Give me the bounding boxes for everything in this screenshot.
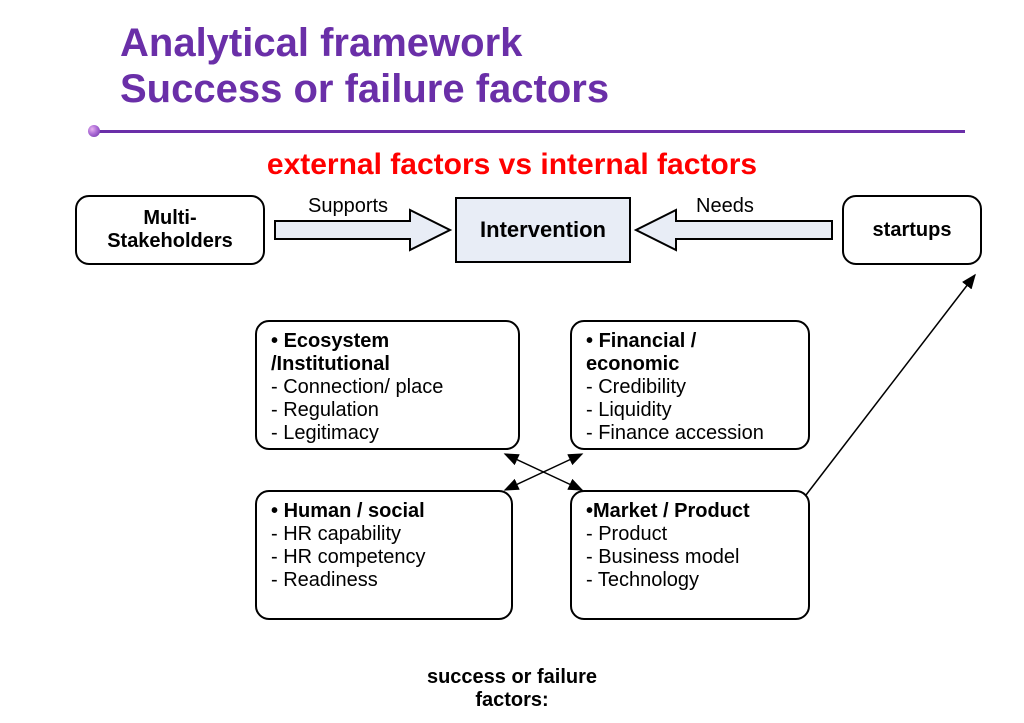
connector-long-arrow [806, 275, 975, 495]
title-underline [95, 130, 965, 133]
factor-ecosystem-item-2: Legitimacy [283, 422, 379, 444]
connector-cross-1 [505, 454, 582, 490]
node-multi-stakeholders-l2: Stakeholders [107, 230, 233, 252]
label-needs: Needs [696, 195, 754, 218]
factor-human: • Human / social - HR capability - HR co… [255, 490, 513, 620]
factor-financial: • Financial / economic - Credibility - L… [570, 320, 810, 450]
bottom-caption: success or failure factors: [0, 666, 1024, 712]
factor-market-title: Market / Product [593, 500, 750, 522]
factor-human-item-0: HR capability [283, 523, 401, 545]
label-supports: Supports [308, 195, 388, 218]
slide-title: Analytical framework Success or failure … [120, 20, 609, 112]
node-multi-stakeholders-l1: Multi- [143, 207, 196, 229]
node-multi-stakeholders: Multi- Stakeholders [75, 195, 265, 265]
factor-financial-title: Financial / economic [586, 330, 696, 375]
factor-ecosystem-title: Ecosystem /Institutional [271, 330, 390, 375]
title-line-1: Analytical framework [120, 20, 609, 66]
factor-financial-item-1: Liquidity [598, 399, 671, 421]
node-startups-label: startups [873, 219, 952, 242]
factor-market-item-1: Business model [598, 546, 739, 568]
factor-human-item-1: HR competency [283, 546, 425, 568]
subtitle: external factors vs internal factors [0, 148, 1024, 182]
title-underline-dot [88, 125, 100, 137]
factor-human-item-2: Readiness [283, 569, 378, 591]
factor-market: •Market / Product - Product - Business m… [570, 490, 810, 620]
node-intervention: Intervention [455, 197, 631, 263]
factor-financial-item-0: Credibility [598, 376, 686, 398]
factor-ecosystem: • Ecosystem /Institutional - Connection/… [255, 320, 520, 450]
bottom-caption-l1: success or failure [427, 666, 597, 688]
title-line-2: Success or failure factors [120, 66, 609, 112]
factor-ecosystem-item-1: Regulation [283, 399, 379, 421]
factor-human-title: Human / social [284, 500, 425, 522]
node-intervention-label: Intervention [480, 217, 606, 243]
factor-market-item-2: Technology [598, 569, 699, 591]
connector-cross-2 [505, 454, 582, 490]
factor-ecosystem-item-0: Connection/ place [283, 376, 443, 398]
bottom-caption-l2: factors: [475, 689, 548, 711]
factor-market-item-0: Product [598, 523, 667, 545]
factor-financial-item-2: Finance accession [598, 422, 764, 444]
node-startups: startups [842, 195, 982, 265]
